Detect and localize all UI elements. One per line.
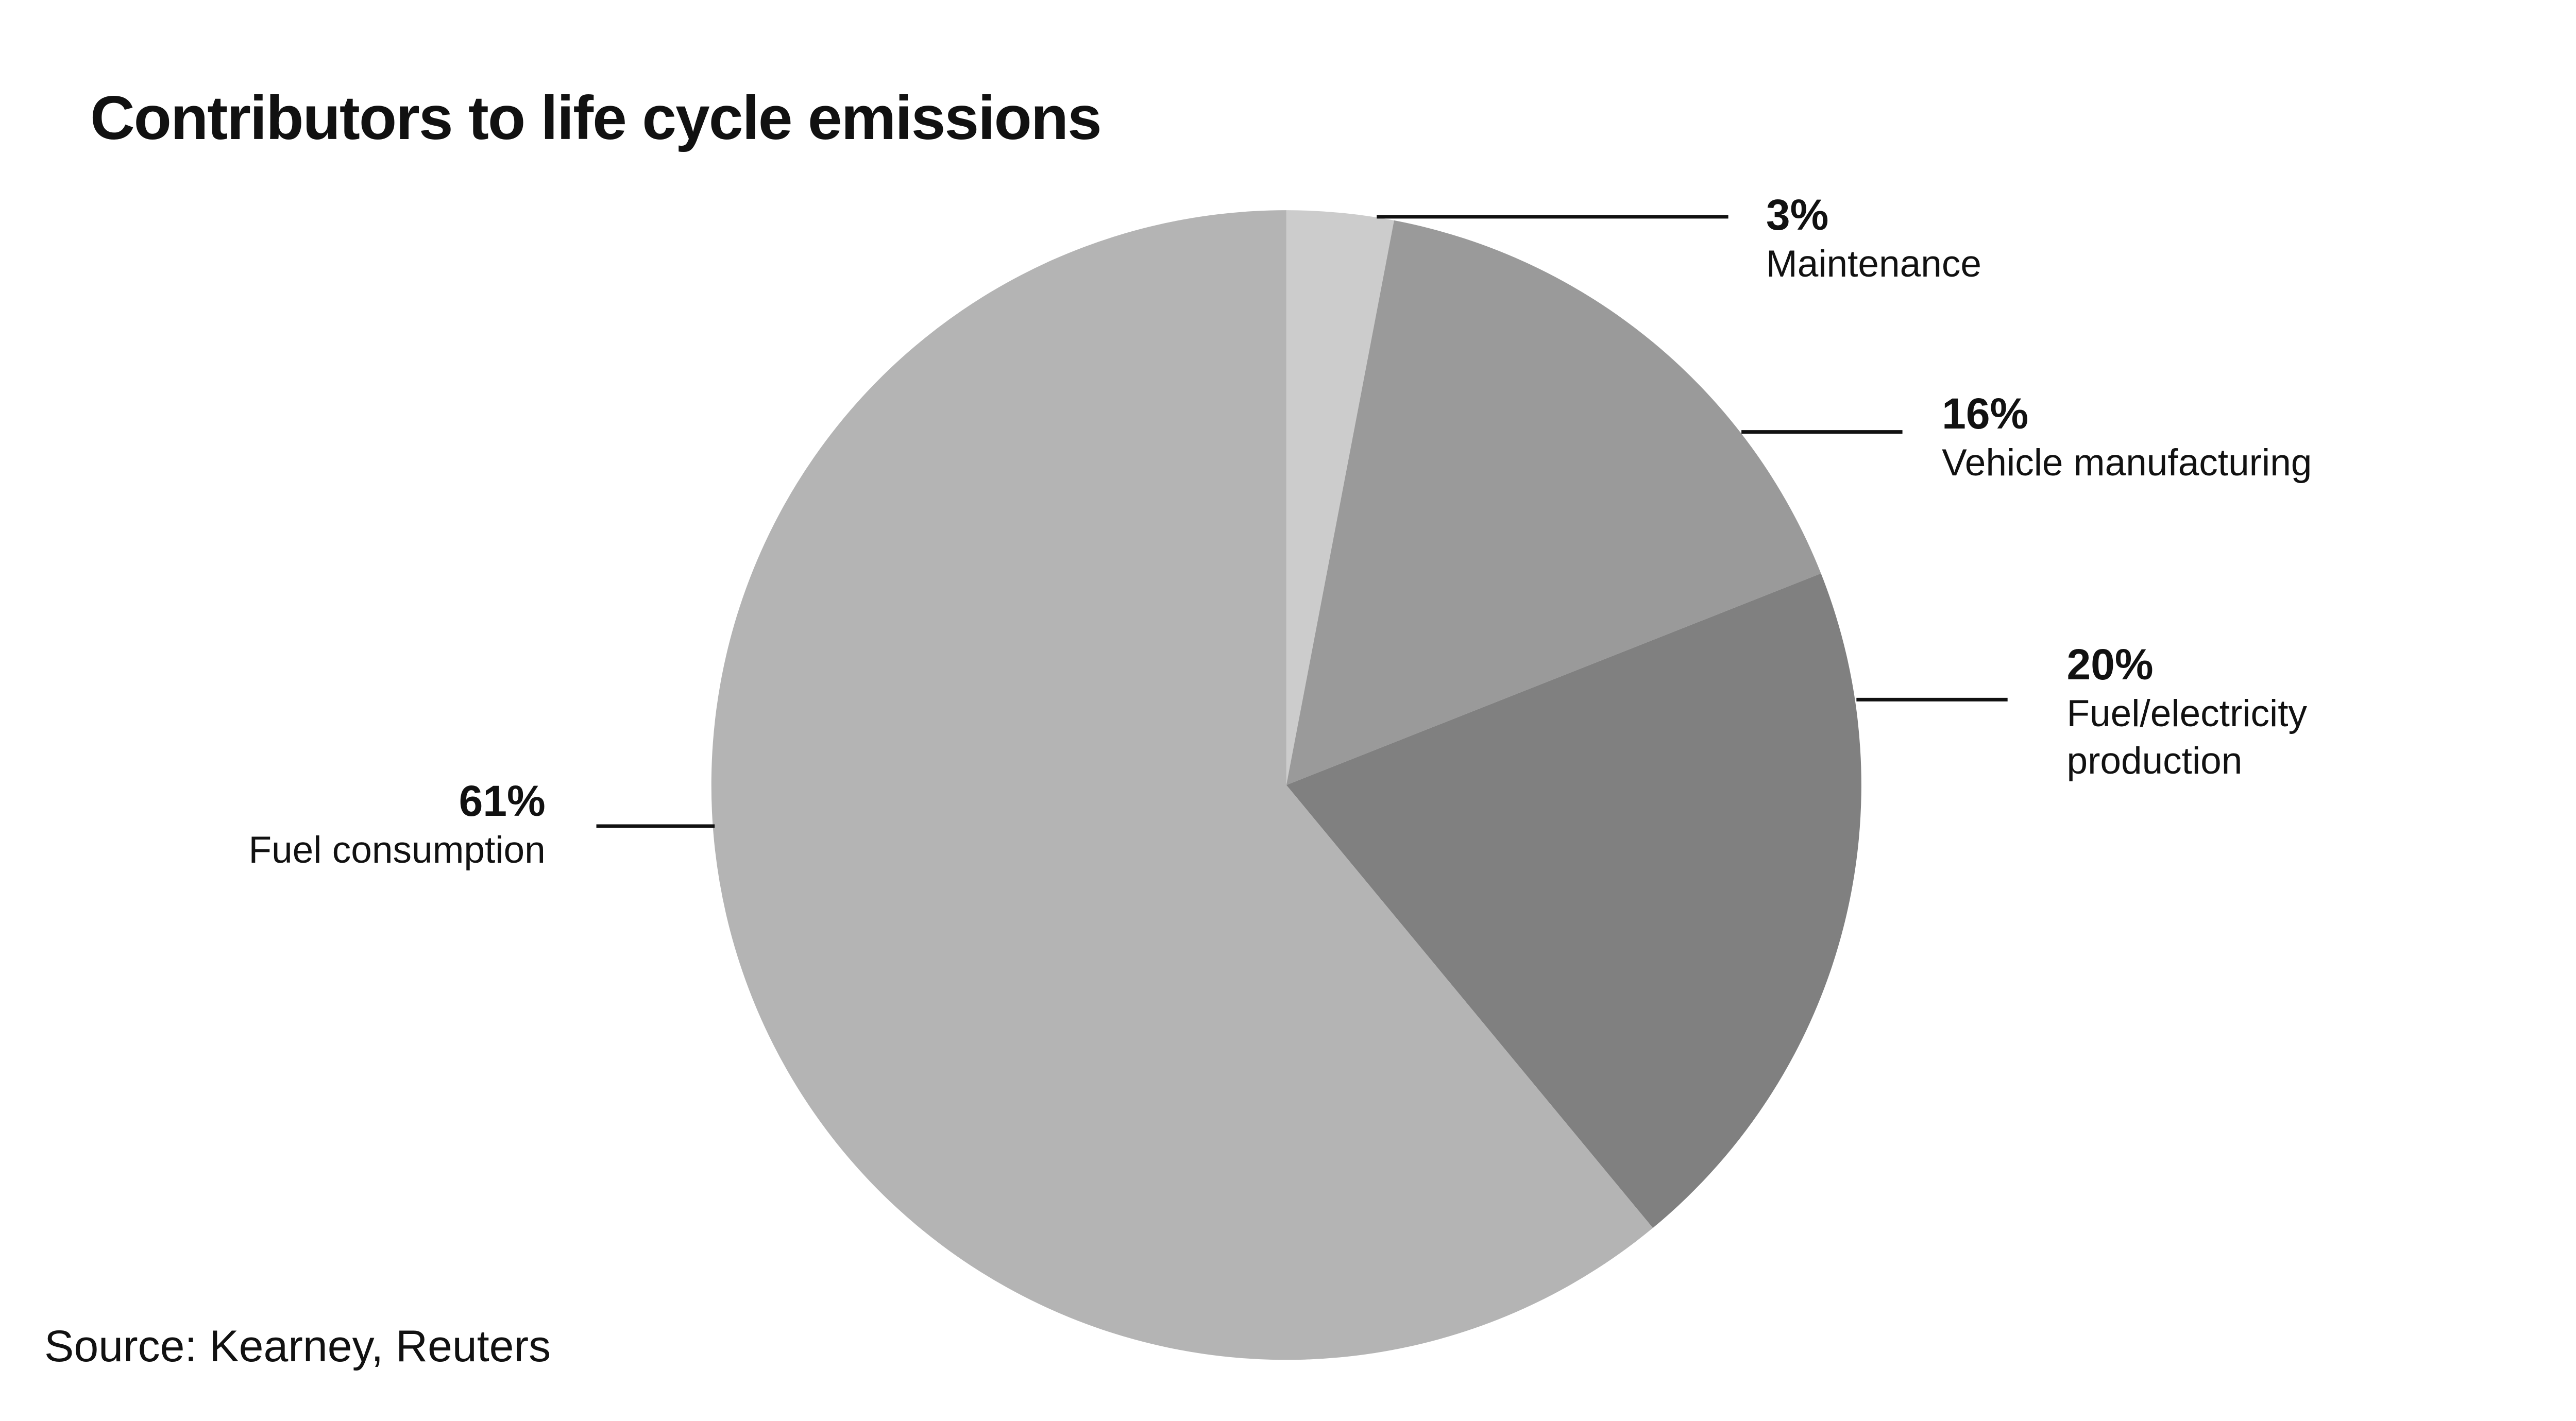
chart-title: Contributors to life cycle emissions [90,83,1102,152]
slice-label: 3% Maintenance [1766,189,1981,288]
value-label: 16% [1942,389,2029,438]
pie-slice [1286,573,1861,1228]
value-label: 20% [2066,640,2154,689]
value-label: 3% [1766,190,1829,239]
pie-slice [1286,220,1821,785]
category-label: Vehicle manufacturing [1942,441,2312,484]
category-label: Maintenance [1766,243,1981,285]
category-label: Fuel consumption [248,829,546,871]
slice-label: 61% Fuel consumption [248,775,545,874]
source-note: Source: Kearney, Reuters [44,1322,551,1371]
slice-label: 16% Vehicle manufacturing [1942,388,2312,487]
pie-slice [1286,210,1394,785]
slice-label: 20% Fuel/electricity production [2066,639,2386,785]
value-label: 61% [459,777,546,826]
category-label: Fuel/electricity production [2066,693,2307,782]
pie-slice [711,210,1653,1360]
